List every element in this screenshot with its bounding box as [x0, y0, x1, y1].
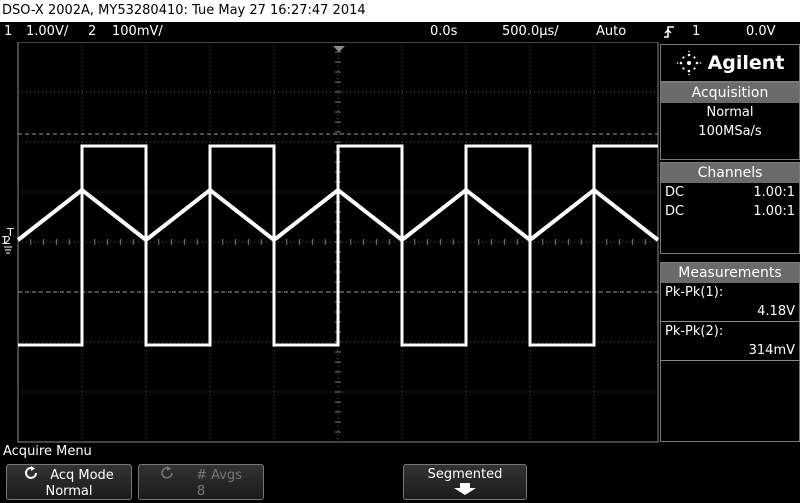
rotate-knob-icon	[160, 466, 176, 485]
acquisition-header: Acquisition	[661, 83, 799, 103]
channel-coupling: DC	[665, 204, 685, 219]
trigger-source[interactable]: 1	[692, 24, 701, 39]
ch1-scale[interactable]: 1.00V/	[26, 24, 69, 39]
avgs-value: 8	[196, 484, 206, 499]
segmented-softkey[interactable]: Segmented	[403, 464, 527, 500]
trigger-mode[interactable]: Auto	[596, 24, 627, 39]
menu-title: Acquire Menu	[3, 444, 92, 459]
agilent-spark-icon	[676, 50, 701, 76]
channel-probe: 1.00:1	[753, 204, 795, 219]
agilent-logo: Agilent	[660, 44, 800, 82]
channel-coupling: DC	[665, 185, 685, 200]
measurement-value: 314mV	[661, 341, 799, 361]
trigger-position-marker	[333, 46, 345, 52]
ch2-ground-marker[interactable]: 2	[4, 234, 11, 247]
acquisition-box: Acquisition Normal 100MSa/s	[660, 82, 800, 160]
time-scale[interactable]: 500.0µs/	[502, 24, 559, 39]
avgs-softkey[interactable]: # Avgs 8	[138, 464, 264, 500]
trigger-level[interactable]: 0.0V	[746, 24, 776, 39]
measurement-label: Pk-Pk(2):	[665, 324, 724, 339]
channels-box: Channels DC 1.00:1 DC 1.00:1	[660, 162, 800, 254]
channel-row: DC 1.00:1	[661, 183, 799, 202]
acq-mode-softkey[interactable]: Acq Mode Normal	[6, 464, 132, 500]
acq-mode-value: Normal	[45, 484, 93, 499]
status-bar: 1 1.00V/ 2 100mV/ 0.0s 500.0µs/ Auto 1 0…	[0, 22, 800, 42]
ch2-triangle-wave-trace	[16, 187, 660, 243]
acq-mode-label: Acq Mode	[50, 468, 114, 483]
title-bar: DSO-X 2002A, MY53280410: Tue May 27 16:2…	[0, 0, 800, 22]
time-delay[interactable]: 0.0s	[430, 24, 458, 39]
acquisition-rate: 100MSa/s	[698, 124, 762, 139]
avgs-label: # Avgs	[196, 468, 242, 483]
acquisition-mode: Normal	[706, 105, 754, 120]
brand-name: Agilent	[707, 52, 785, 74]
rotate-knob-icon	[24, 466, 40, 485]
channel-probe: 1.00:1	[753, 185, 795, 200]
channel-row: DC 1.00:1	[661, 202, 799, 221]
waveform-display[interactable]: T 1 2	[0, 41, 660, 444]
down-arrow-icon	[454, 483, 476, 495]
trigger-level-marker[interactable]: T	[6, 226, 14, 239]
measurements-box: Measurements Pk-Pk(1): 4.18V Pk-Pk(2): 3…	[660, 262, 800, 442]
channels-header: Channels	[661, 163, 799, 183]
ch1-number[interactable]: 1	[4, 24, 13, 39]
ground-icon	[4, 246, 12, 254]
measurement-label: Pk-Pk(1):	[665, 285, 724, 300]
ch2-scale[interactable]: 100mV/	[112, 24, 163, 39]
measurements-header: Measurements	[661, 263, 799, 283]
ch1-ground-marker[interactable]: 1	[1, 234, 8, 247]
measurement-value: 4.18V	[661, 302, 799, 322]
ch1-square-wave-trace	[18, 144, 658, 347]
side-panel: Agilent Acquisition Normal 100MSa/s Chan…	[660, 44, 800, 442]
segmented-label: Segmented	[427, 467, 503, 482]
rising-edge-icon	[663, 25, 675, 46]
ch2-number[interactable]: 2	[88, 24, 97, 39]
